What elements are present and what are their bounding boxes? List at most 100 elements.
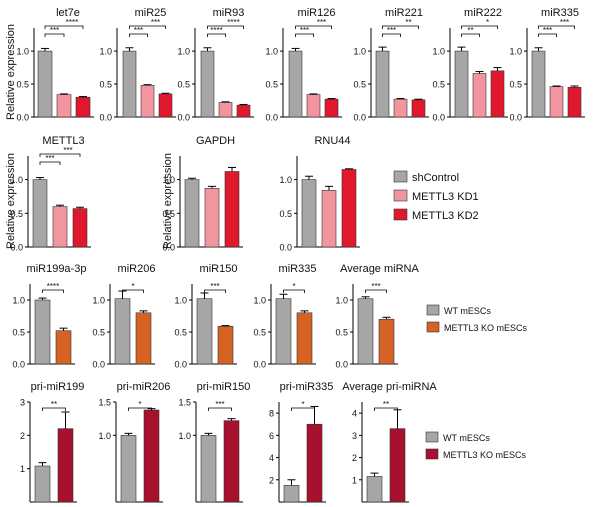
legend-swatch [426,321,440,333]
bar-0 [120,435,137,503]
y-tick-label: 1.0 [98,431,111,441]
significance-bracket [39,153,81,157]
significance-label: * [138,400,141,409]
chart-15: pri-miR199 1 2 3 ** [20,381,84,503]
significance-bracket [374,407,398,411]
significance-label: *** [63,146,72,155]
chart-17: pri-miR150 1.0 1.5 *** [178,381,250,503]
y-tick-label: 8 [269,409,274,419]
y-tick-label: 1.0 [162,175,175,185]
bar-1 [217,325,234,365]
bar-0 [288,50,303,118]
significance-bracket [365,289,387,293]
y-tick-label: 0.0 [253,360,266,370]
significance-label: * [292,282,295,291]
y-tick-label: 1 [20,464,25,474]
legend-label: WT mESCs [444,306,491,316]
y-tick-label: 0.5 [92,328,105,338]
chart-title: miR335 [541,7,579,19]
bar-1 [321,190,337,248]
significance-label: **** [66,18,78,27]
y-tick-label: 0.0 [174,360,187,370]
y-tick-label: 0.5 [265,80,278,90]
chart-title: miR222 [464,7,502,19]
bar-0 [375,50,390,118]
y-tick-label: 1.0 [432,47,445,57]
y-tick-label: 0.5 [99,80,112,90]
y-tick-label: 0.0 [509,113,522,123]
bar-2 [75,96,91,118]
y-tick-label: 0.5 [174,328,187,338]
significance-bracket [291,407,315,411]
chart-title: miR25 [135,7,167,19]
y-tick-label: 0.0 [265,113,278,123]
y-tick-label: 0.5 [177,80,190,90]
bar-2 [224,171,240,248]
y-tick-label: 1.0 [353,47,366,57]
chart-19: Average pri-miRNA 1 2 3 4 ** [342,381,437,503]
significance-bracket [538,25,575,29]
y-tick-label: 6 [269,431,274,441]
significance-label: *** [215,400,224,409]
chart-title: miR150 [200,263,238,275]
bar-1 [204,188,220,248]
bar-0 [200,435,217,503]
y-tick-label: 1.0 [12,296,25,306]
chart-1: miR25 0.0 0.5 1.0 *** *** [99,7,176,123]
legend-swatch [425,448,439,460]
significance-label: * [486,18,489,27]
y-tick-label: 0.5 [12,328,25,338]
bar-0 [454,50,469,118]
y-tick-label: 0.5 [432,80,445,90]
significance-bracket [461,25,498,29]
y-tick-label: 0.0 [10,243,23,253]
y-tick-label: 0.0 [432,113,445,123]
y-tick-label: 0.0 [177,113,190,123]
y-tick-label: 1 [352,475,357,485]
bar-0 [301,179,317,248]
y-tick-label: 0.0 [279,243,292,253]
chart-title: miR199a-3p [27,263,87,275]
significance-label: *** [543,26,552,35]
bar-1 [57,428,74,503]
chart-title: RNU44 [314,135,350,147]
significance-bracket [122,289,144,293]
bar-1 [306,423,323,503]
y-tick-label: 0.0 [162,243,175,253]
chart-12: miR150 0.0 0.5 1.0 *** [174,263,237,370]
bar-2 [236,104,251,118]
y-tick-label: 1.0 [335,296,348,306]
y-tick-label: 0.5 [279,209,292,219]
chart-10: miR199a-3p 0.0 0.5 1.0 **** [12,263,86,370]
bar-2 [490,70,505,118]
bar-2 [341,169,357,248]
legend-swatch [426,304,440,316]
chart-11: miR206 0.0 0.5 1.0 * [92,263,155,370]
bar-1 [218,102,233,118]
y-tick-label: 0.5 [509,80,522,90]
significance-label: **** [227,18,239,27]
bar-1 [135,312,152,365]
y-tick-label: 0.0 [99,113,112,123]
legend-0: shControl METTL3 KD1 METTL3 KD2 [393,170,479,222]
bar-0 [275,298,292,365]
y-tick-label: 1.0 [10,175,23,185]
legend-label: METTL3 KD1 [412,191,479,203]
y-tick-label: 2 [20,431,25,441]
significance-bracket [129,25,166,29]
significance-label: *** [210,282,219,291]
chart-title: Average pri-miRNA [342,381,437,393]
y-tick-label: 1.0 [178,431,191,441]
chart-6: miR335 0.0 0.5 1.0 *** *** [509,7,585,123]
significance-bracket [128,407,152,411]
bar-0 [531,50,546,118]
bar-1 [393,98,408,118]
y-tick-label: 1.0 [253,296,266,306]
bar-0 [114,298,131,365]
bar-0 [366,476,383,503]
significance-label: * [301,400,304,409]
chart-14: Average miRNA 0.0 0.5 1.0 *** [335,263,419,370]
significance-label: **** [47,282,59,291]
significance-label: *** [134,26,143,35]
